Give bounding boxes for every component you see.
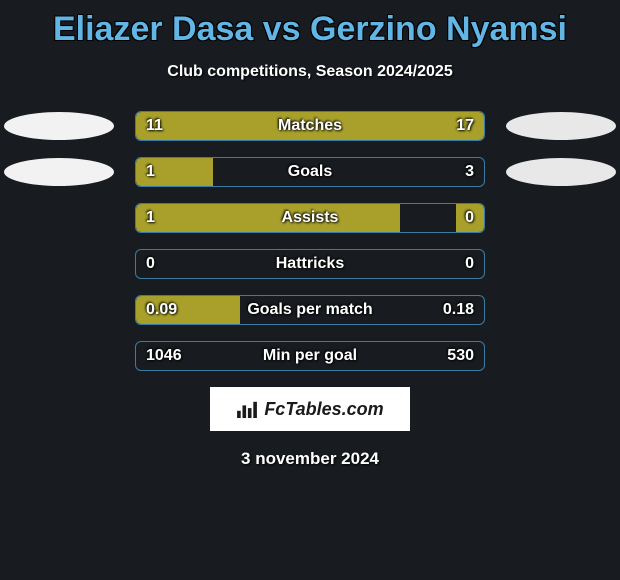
player-right-oval [506,112,616,140]
branding-text: FcTables.com [264,399,383,420]
stat-bar-track: 0.090.18Goals per match [135,295,485,325]
comparison-title: Eliazer Dasa vs Gerzino Nyamsi [0,0,620,49]
stat-bar-track: 00Hattricks [135,249,485,279]
stat-label: Min per goal [136,347,484,365]
stat-row: 1117Matches [0,111,620,141]
stat-label: Matches [136,117,484,135]
footer-date: 3 november 2024 [0,449,620,469]
stat-bar-track: 1117Matches [135,111,485,141]
player-left-oval [4,112,114,140]
stat-label: Goals [136,163,484,181]
stat-label: Assists [136,209,484,227]
bars-icon [236,400,258,418]
player-right-oval [506,158,616,186]
player-left-oval [4,158,114,186]
stat-bar-track: 1046530Min per goal [135,341,485,371]
stat-row: 13Goals [0,157,620,187]
stat-row: 0.090.18Goals per match [0,295,620,325]
stat-row: 00Hattricks [0,249,620,279]
stat-bar-track: 13Goals [135,157,485,187]
stat-bar-track: 10Assists [135,203,485,233]
stat-row: 1046530Min per goal [0,341,620,371]
comparison-subtitle: Club competitions, Season 2024/2025 [0,63,620,81]
comparison-chart: 1117Matches 13Goals 10Assists 00Hattricks 0.… [0,111,620,371]
stat-label: Goals per match [136,301,484,319]
stat-label: Hattricks [136,255,484,273]
stat-row: 10Assists [0,203,620,233]
branding-badge: FcTables.com [210,387,410,431]
